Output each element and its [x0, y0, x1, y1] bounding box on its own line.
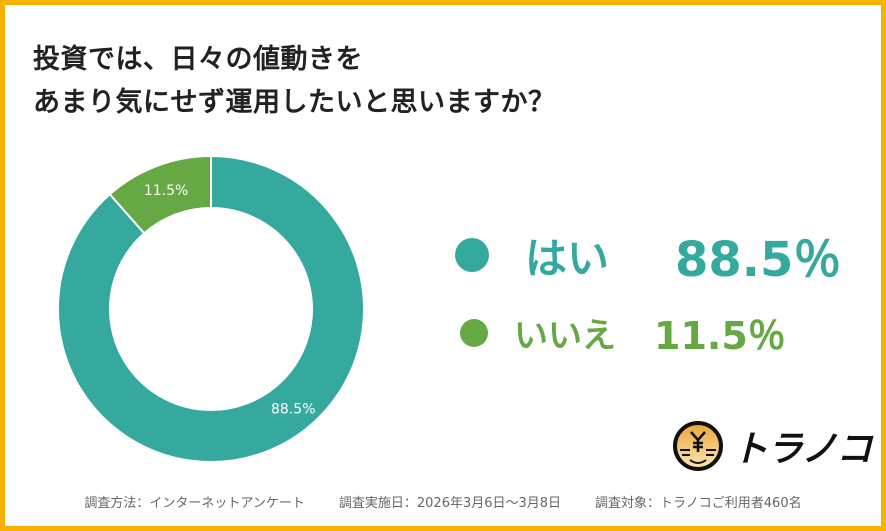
footer-date: 調査実施日：2026年3月6日〜3月8日 [338, 496, 562, 511]
legend-label-yes: はい [525, 233, 610, 283]
legend-item-no: いいえ 11.5％ [460, 305, 786, 360]
footer-target: 調査対象：トラノコご利用者460名 [595, 496, 802, 511]
data-label-no: 11.5% [144, 183, 188, 199]
title-line-1: 投資では、日々の値動きを [33, 44, 363, 75]
legend-dot-yes [455, 238, 489, 272]
title-line-2: あまり気にせず運用したいと思いますか？ [33, 87, 556, 118]
chart-title: 投資では、日々の値動きを あまり気にせず運用したいと思いますか？ [33, 38, 556, 124]
footer-method: 調査方法：インターネットアンケート [84, 496, 305, 511]
logo-text: トラノコ [732, 429, 872, 470]
legend-item-yes: はい 88.5％ [455, 220, 841, 290]
donut-slice-0 [57, 154, 365, 463]
donut-slice-1 [108, 154, 212, 235]
legend-value-no: 11.5％ [654, 314, 786, 358]
legend-dot-no [460, 318, 488, 347]
footer: 調査方法：インターネットアンケート 調査実施日：2026年3月6日〜3月8日 調… [0, 492, 886, 511]
legend-label-no: いいえ [514, 316, 616, 356]
legend-value-yes: 88.5％ [675, 232, 842, 288]
toranoko-logo: トラノコ [672, 420, 872, 472]
tiger-logo-icon [673, 421, 723, 471]
data-label-yes: 88.5% [271, 401, 315, 417]
